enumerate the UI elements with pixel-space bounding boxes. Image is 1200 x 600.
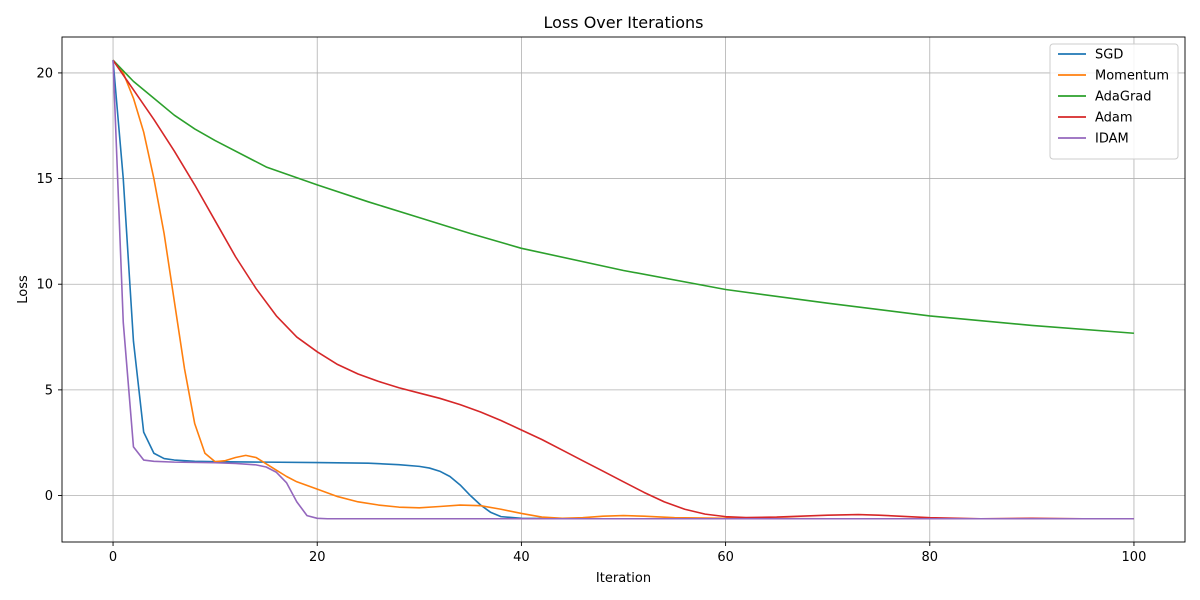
legend-label: Momentum <box>1095 69 1169 84</box>
series-lines <box>112 59 1135 520</box>
series-line-sgd <box>112 60 1134 520</box>
x-tick-label: 40 <box>513 550 530 565</box>
legend-label: Adam <box>1095 111 1133 126</box>
legend-label: SGD <box>1095 48 1123 63</box>
series-line-momentum <box>112 59 1134 520</box>
y-tick-label: 0 <box>45 489 53 504</box>
y-tick-label: 20 <box>36 66 53 81</box>
legend-label: IDAM <box>1095 132 1129 147</box>
series-line-adagrad <box>112 59 1135 335</box>
y-tick-label: 10 <box>36 278 53 293</box>
x-axis-label: Iteration <box>596 571 651 586</box>
x-tick-label: 0 <box>109 550 117 565</box>
grid <box>62 37 1185 542</box>
y-axis-label: Loss <box>16 275 31 304</box>
x-tick-label: 100 <box>1122 550 1147 565</box>
legend-label: AdaGrad <box>1095 90 1152 105</box>
plot-frame <box>61 36 1186 543</box>
x-tick-label: 20 <box>309 550 326 565</box>
x-tick-label: 80 <box>921 550 938 565</box>
y-tick-label: 5 <box>45 383 53 398</box>
axes: 0 20 40 60 80 100 0 5 10 15 20 <box>36 36 1186 565</box>
series-line-idam <box>112 60 1134 520</box>
y-tick-label: 15 <box>36 172 53 187</box>
series-line-adam <box>112 59 1134 520</box>
x-tick-label: 60 <box>717 550 734 565</box>
chart-title: Loss Over Iterations <box>544 13 704 32</box>
legend: SGD Momentum AdaGrad Adam IDAM <box>1049 43 1179 160</box>
legend-box <box>1049 43 1179 160</box>
